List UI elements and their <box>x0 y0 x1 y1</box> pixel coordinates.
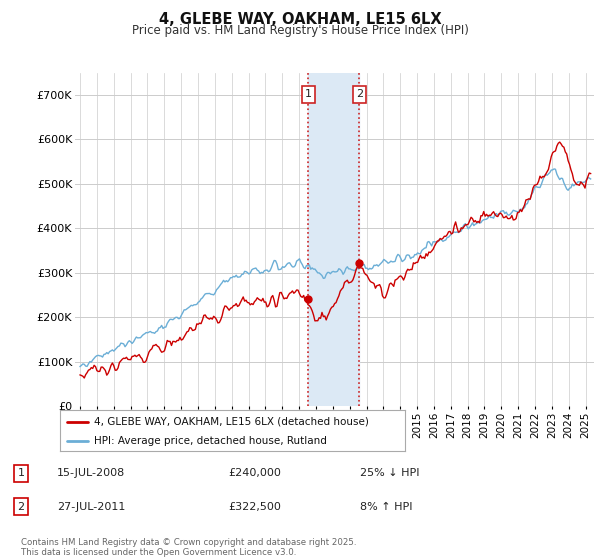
Text: Price paid vs. HM Land Registry's House Price Index (HPI): Price paid vs. HM Land Registry's House … <box>131 24 469 37</box>
Text: 2: 2 <box>17 502 25 512</box>
Text: Contains HM Land Registry data © Crown copyright and database right 2025.
This d: Contains HM Land Registry data © Crown c… <box>21 538 356 557</box>
Text: 27-JUL-2011: 27-JUL-2011 <box>57 502 125 512</box>
Text: 15-JUL-2008: 15-JUL-2008 <box>57 468 125 478</box>
Text: £240,000: £240,000 <box>228 468 281 478</box>
Text: 2: 2 <box>356 90 363 100</box>
Text: 25% ↓ HPI: 25% ↓ HPI <box>360 468 419 478</box>
Text: £322,500: £322,500 <box>228 502 281 512</box>
Text: 1: 1 <box>17 468 25 478</box>
Text: 4, GLEBE WAY, OAKHAM, LE15 6LX: 4, GLEBE WAY, OAKHAM, LE15 6LX <box>158 12 442 27</box>
Bar <box>308 73 359 406</box>
Text: 8% ↑ HPI: 8% ↑ HPI <box>360 502 413 512</box>
Text: 1: 1 <box>305 90 312 100</box>
Text: 4, GLEBE WAY, OAKHAM, LE15 6LX (detached house): 4, GLEBE WAY, OAKHAM, LE15 6LX (detached… <box>95 417 370 427</box>
Text: HPI: Average price, detached house, Rutland: HPI: Average price, detached house, Rutl… <box>95 436 328 446</box>
